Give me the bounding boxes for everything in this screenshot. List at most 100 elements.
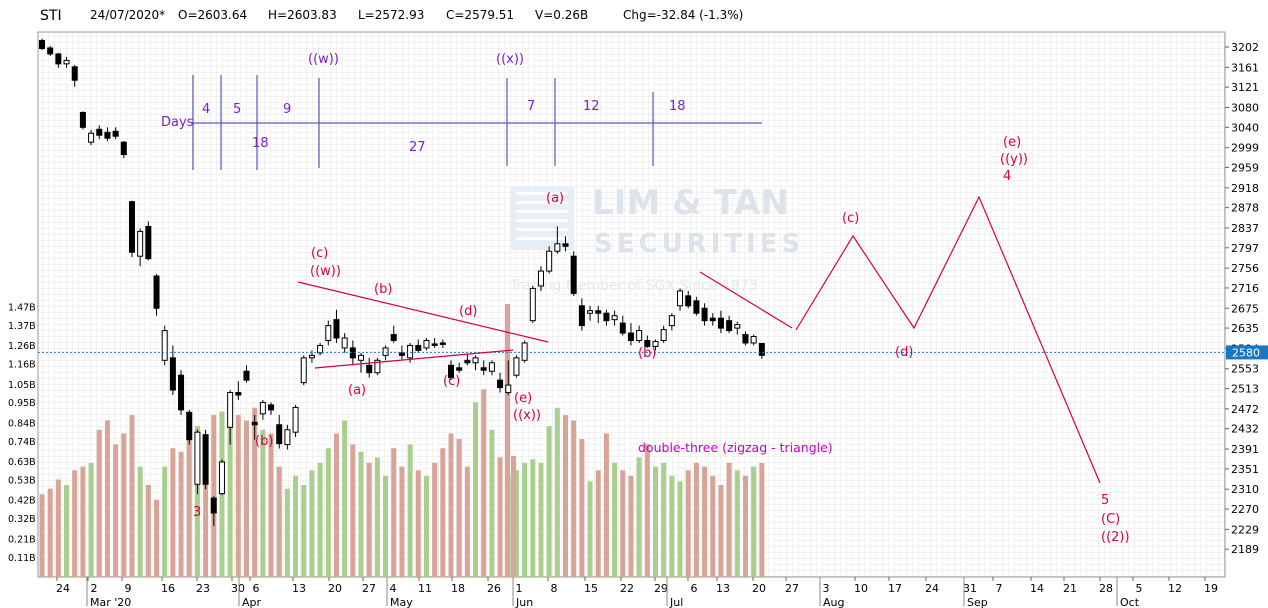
month-label: Jul <box>669 596 683 608</box>
candle-body <box>627 332 634 341</box>
volume-bar <box>383 475 389 577</box>
wave-label: 5 <box>1101 493 1109 508</box>
price-tick-label: 2189 <box>1231 543 1259 556</box>
candle-body <box>750 336 757 344</box>
cycle-day-count: 7 <box>527 99 535 114</box>
volume-bar <box>456 439 462 577</box>
symbol-label: STI <box>40 8 62 24</box>
day-tick-label: 16 <box>161 582 175 595</box>
candle-body <box>758 342 765 356</box>
price-tick-label: 3040 <box>1231 121 1259 134</box>
candle-body <box>137 230 144 257</box>
candle-body <box>488 362 495 372</box>
volume-bar <box>293 475 299 577</box>
volume-bar <box>497 457 503 577</box>
price-tick-label: 3202 <box>1231 41 1259 54</box>
high-value: H=2603.83 <box>268 8 337 22</box>
candle-body <box>562 243 569 247</box>
price-tick-label: 3080 <box>1231 101 1259 114</box>
volume-bar <box>317 462 323 577</box>
candle-body <box>382 347 389 356</box>
volume-bar <box>96 429 102 577</box>
candle-body <box>268 404 275 411</box>
day-tick-label: 6 <box>253 582 260 595</box>
volume-tick-label: 0.95B <box>8 398 36 409</box>
month-label: Oct <box>1120 596 1140 608</box>
volume-bar <box>203 451 209 577</box>
wave-label: (d) <box>459 304 477 319</box>
candle-body <box>284 429 291 446</box>
candle-body <box>472 357 479 364</box>
candle-body <box>300 357 307 384</box>
volume-bar <box>423 475 429 577</box>
wave-label: (c) <box>443 374 460 389</box>
month-label: Sep <box>967 596 988 608</box>
month-label: Apr <box>242 596 262 608</box>
wave-label: 4 <box>1003 169 1011 184</box>
volume-bar <box>710 475 716 577</box>
volume-bar <box>677 481 683 577</box>
candle-body <box>390 334 397 341</box>
candle-body <box>96 128 103 136</box>
volume-bar <box>432 462 438 577</box>
candle-body <box>734 324 741 329</box>
volume-tick-label: 0.84B <box>8 418 36 429</box>
candle-body <box>456 367 463 371</box>
change-value: Chg=-32.84 (-1.3%) <box>623 8 744 22</box>
volume-bar <box>391 448 397 577</box>
day-tick-label: 7 <box>996 582 1003 595</box>
day-tick-label: 31 <box>963 582 977 595</box>
candle-body <box>448 364 454 379</box>
cycle-day-count: 18 <box>252 136 269 151</box>
candle-body <box>308 354 315 359</box>
wave-label: (a) <box>546 191 564 206</box>
volume-tick-label: 1.37B <box>8 321 36 332</box>
candle-body <box>570 255 577 294</box>
candle-body <box>55 53 62 65</box>
wave-label: (c) <box>842 211 859 226</box>
volume-bar <box>137 466 143 577</box>
pattern-annotation: double-three (zigzag - triangle) <box>638 440 833 455</box>
volume-bar <box>726 462 732 577</box>
watermark-logo-stripe <box>516 219 568 222</box>
candle-body <box>63 59 70 65</box>
volume-bar <box>513 470 519 577</box>
candle-body <box>128 201 135 253</box>
candle-body <box>186 411 193 441</box>
volume-bar <box>55 479 61 577</box>
day-tick-label: 27 <box>362 582 376 595</box>
volume-bar <box>669 475 675 577</box>
candle-body <box>243 370 250 381</box>
cycle-wave-label: ((x)) <box>496 52 524 67</box>
watermark-logo-stripe <box>516 201 568 204</box>
candle-body <box>317 344 324 354</box>
volume-bar <box>718 485 724 577</box>
volume-bar <box>399 466 405 577</box>
candle-body <box>407 344 414 359</box>
low-value: L=2572.93 <box>358 8 425 22</box>
volume-bar <box>538 462 544 577</box>
volume-bar <box>80 466 86 577</box>
volume-bar <box>47 488 53 577</box>
candle-body <box>292 406 299 433</box>
candle-body <box>325 325 332 341</box>
candle-body <box>358 354 365 361</box>
volume-tick-label: 1.26B <box>8 341 36 352</box>
candle-body <box>374 359 381 374</box>
volume-bar <box>268 433 274 577</box>
volume-bar <box>620 470 626 577</box>
candle-body <box>104 131 111 139</box>
day-tick-label: 12 <box>1168 582 1182 595</box>
day-tick-label: 24 <box>925 582 939 595</box>
candle-body <box>513 357 520 376</box>
volume-bar <box>612 462 618 577</box>
cycle-day-count: 5 <box>233 102 241 117</box>
price-tick-label: 2472 <box>1231 403 1259 416</box>
volume-bar <box>693 462 699 577</box>
volume-bar <box>121 433 127 577</box>
price-tick-label: 2756 <box>1231 262 1259 275</box>
wave-label: (b) <box>638 346 656 361</box>
volume-bar <box>170 448 176 577</box>
volume-bar <box>587 481 593 577</box>
day-tick-label: 24 <box>56 582 70 595</box>
